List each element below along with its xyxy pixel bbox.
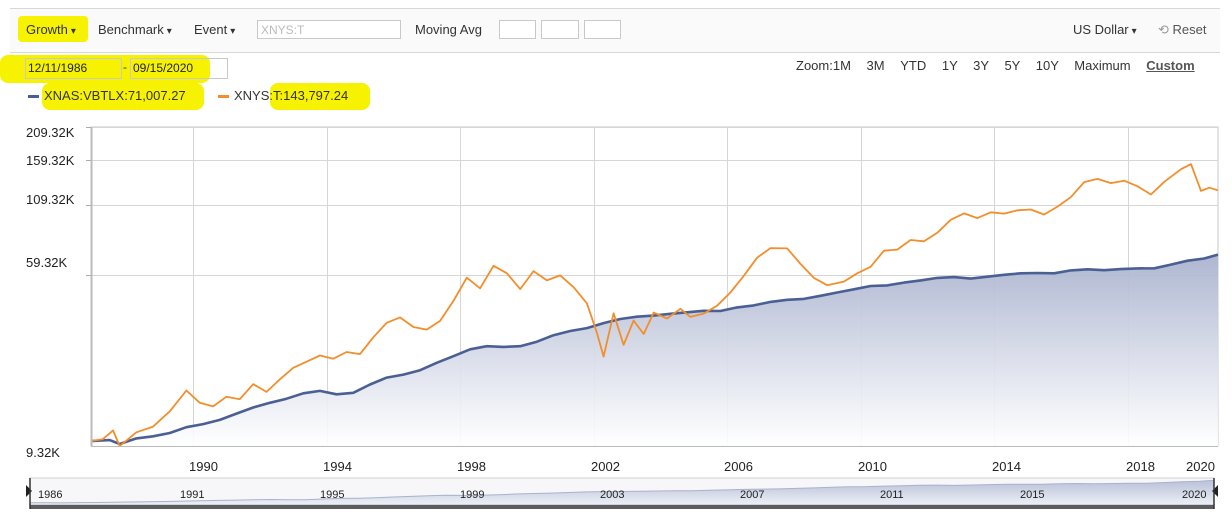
y-tick-label: 109.32K	[26, 192, 75, 207]
navigator-left-handle-icon	[26, 485, 32, 497]
moving-avg-input-1[interactable]	[499, 20, 536, 39]
legend-value-t: 143,797.24	[283, 88, 349, 103]
legend-item-t[interactable]: XNYS:T:143,797.24	[218, 88, 348, 103]
navigator	[26, 477, 1218, 509]
series-line-xnys-t	[90, 163, 1219, 447]
x-tick-label: 2014	[992, 459, 1021, 474]
x-tick-label: 1994	[323, 459, 352, 474]
currency-label: US Dollar	[1073, 22, 1129, 37]
navigator-label: 2003	[600, 489, 625, 501]
reset-button[interactable]: ⟲ Reset	[1158, 22, 1207, 38]
symbol-input[interactable]: XNYS:T	[257, 20, 401, 39]
legend-swatch-vbtlx	[28, 95, 39, 99]
highlight-legend-1	[42, 83, 204, 110]
x-tick-label: 2010	[858, 459, 887, 474]
zoom-1y[interactable]: 1Y	[941, 58, 958, 73]
highlight-growth	[18, 16, 88, 42]
end-date-input[interactable]: 09/15/2020	[130, 58, 228, 79]
navigator-scrollbar	[30, 505, 1214, 509]
chart-toolbar: Growth ▾ Benchmark ▾ Event ▾ XNYS:T Moving …	[10, 8, 1220, 53]
x-tick-label: 1990	[189, 459, 218, 474]
benchmark-dropdown[interactable]: Benchmark ▾	[98, 22, 172, 37]
navigator-label: 1986	[38, 489, 63, 501]
navigator-label: 2007	[740, 489, 765, 501]
legend-symbol-vbtlx: XNAS:VBTLX	[44, 88, 125, 103]
navigator-label: 2020	[1182, 489, 1207, 501]
navigator-label: 2015	[1020, 489, 1045, 501]
growth-label: Growth	[26, 22, 68, 37]
zoom-1m[interactable]: 1M	[832, 58, 851, 73]
chevron-down-icon: ▾	[1131, 26, 1137, 37]
zoom-10y[interactable]: 10Y	[1035, 58, 1059, 73]
event-dropdown[interactable]: Event ▾	[194, 22, 235, 37]
navigator-label: 2011	[880, 489, 904, 501]
x-tick-label: 2006	[724, 459, 753, 474]
benchmark-label: Benchmark	[98, 22, 164, 37]
axis-layer	[90, 127, 1218, 447]
reset-icon: ⟲	[1158, 22, 1169, 37]
series-line-xnas-vbtlx	[90, 253, 1219, 446]
zoom-3y[interactable]: 3Y	[973, 58, 989, 73]
x-tick-label: 2002	[591, 459, 620, 474]
zoom-5y[interactable]: 5Y	[1004, 58, 1021, 73]
navigator-label: 1991	[180, 489, 205, 501]
zoom-maximum[interactable]: Maximum	[1074, 58, 1131, 73]
moving-avg-input-3[interactable]	[584, 20, 621, 39]
legend-value-vbtlx: 71,007.27	[127, 88, 186, 103]
y-tick-label: 59.32K	[26, 255, 68, 270]
series-area-xnas-vbtlx	[91, 254, 1218, 446]
navigator-label: 1999	[460, 489, 485, 501]
date-separator: -	[123, 60, 127, 74]
growth-dropdown[interactable]: Growth ▾	[26, 22, 76, 37]
y-tick-label: 159.32K	[26, 153, 75, 168]
zoom-ytd[interactable]: YTD	[900, 58, 927, 73]
moving-avg-label: Moving Avg	[415, 22, 482, 37]
event-label: Event	[194, 22, 228, 37]
highlight-legend-2	[270, 83, 370, 110]
navigator-label: 1995	[320, 489, 345, 501]
y-tick-label: 209.32K	[26, 125, 75, 140]
chevron-down-icon: ▾	[230, 26, 236, 37]
currency-dropdown[interactable]: US Dollar ▾	[1073, 22, 1137, 37]
navigator-series-area	[29, 479, 1215, 506]
legend-symbol-t: XNYS:T	[234, 88, 280, 103]
y-tick-label: 9.32K	[26, 445, 60, 460]
legend-swatch-t	[218, 95, 229, 99]
chevron-down-icon: ▾	[70, 26, 76, 37]
x-tick-label: 1998	[457, 459, 486, 474]
start-date-input[interactable]: 12/11/1986	[25, 58, 122, 79]
moving-avg-input-2[interactable]	[541, 20, 579, 39]
zoom-bar: Zoom:1M 3M YTD 1Y 3Y 5Y 10Y Maximum Cust…	[796, 58, 1195, 73]
series-layer	[90, 163, 1219, 447]
reset-label: Reset	[1172, 22, 1207, 37]
zoom-3m[interactable]: 3M	[866, 58, 885, 73]
legend-item-vbtlx[interactable]: XNAS:VBTLX:71,007.27	[28, 88, 186, 103]
chevron-down-icon: ▾	[166, 26, 172, 37]
zoom-label: Zoom:	[796, 58, 833, 73]
navigator-right-handle-icon	[1212, 485, 1218, 497]
zoom-custom[interactable]: Custom	[1146, 58, 1195, 73]
x-tick-label: 2018	[1126, 459, 1155, 474]
x-tick-label: 2020	[1186, 459, 1215, 474]
